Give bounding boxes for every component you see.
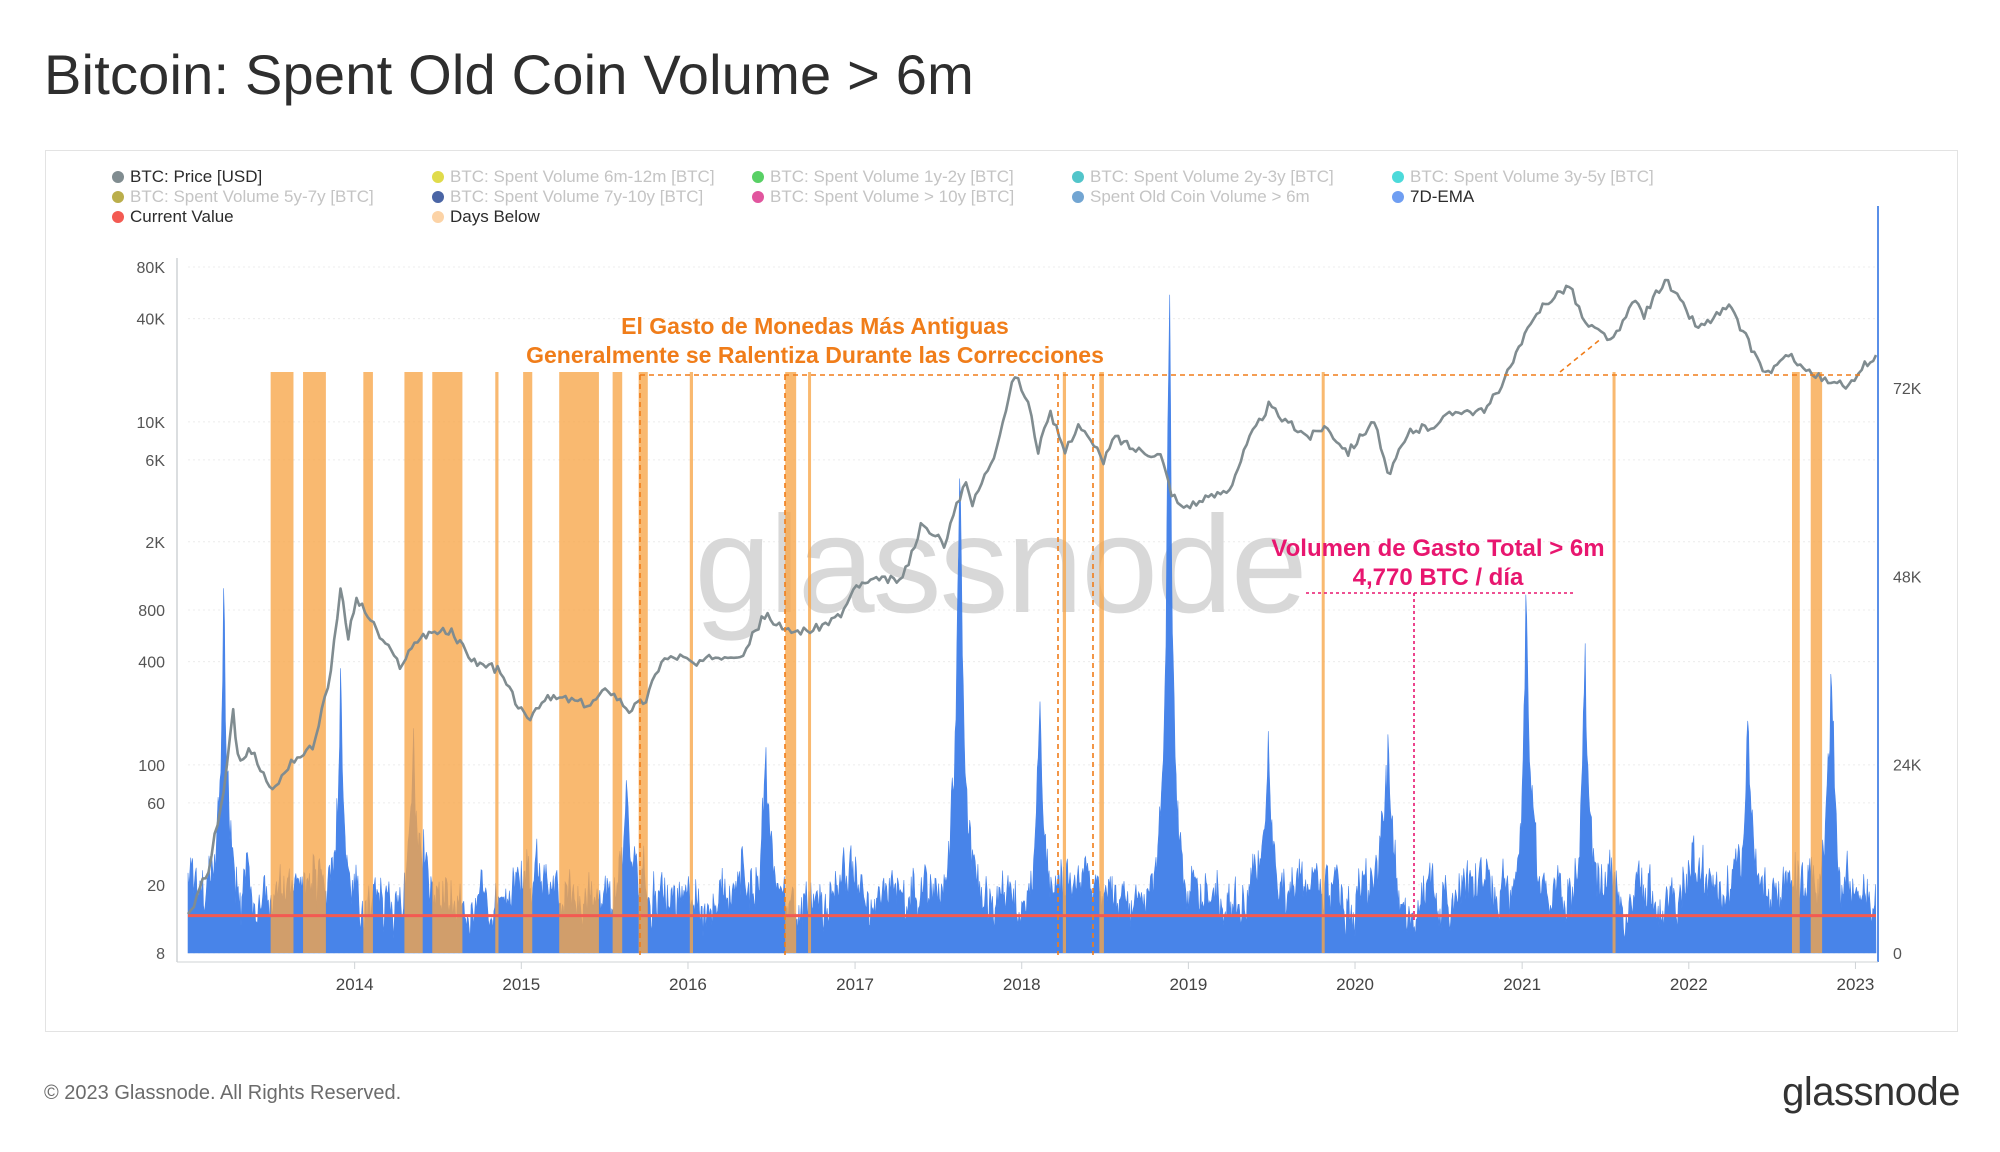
- legend-label: 7D-EMA: [1410, 187, 1475, 206]
- legend-dot-icon: [112, 211, 124, 223]
- x-tick-label: 2021: [1503, 975, 1541, 994]
- pink-annotation: Volumen de Gasto Total > 6m4,770 BTC / d…: [1271, 535, 1605, 920]
- days-below-band: [363, 372, 373, 953]
- days-below-band: [559, 372, 599, 953]
- orange-guide-diagonal: [1559, 337, 1603, 373]
- legend-dot-icon: [752, 191, 764, 203]
- left-tick-label: 6K: [145, 453, 165, 470]
- x-tick-label: 2020: [1336, 975, 1374, 994]
- days-below-band: [270, 372, 294, 953]
- days-below-band: [1791, 372, 1800, 953]
- legend-dot-icon: [1072, 171, 1084, 183]
- left-tick-label: 60: [147, 796, 165, 813]
- right-tick-label: 48K: [1893, 569, 1922, 586]
- page-title: Bitcoin: Spent Old Coin Volume > 6m: [44, 43, 974, 106]
- days-below-band: [1062, 372, 1067, 953]
- price-line: [186, 278, 1878, 915]
- legend-label: BTC: Spent Volume > 10y [BTC]: [770, 187, 1015, 206]
- legend-item-11[interactable]: Days Below: [432, 207, 540, 227]
- days-below-band: [1612, 372, 1616, 953]
- legend-item-0[interactable]: BTC: Price [USD]: [112, 167, 262, 187]
- legend-dot-icon: [1392, 171, 1404, 183]
- legend-dot-icon: [432, 211, 444, 223]
- legend-item-3[interactable]: BTC: Spent Volume 2y-3y [BTC]: [1072, 167, 1334, 187]
- left-axis-ticks: 8 20 60 100 400 800 2K 6K 10K 40K 80K: [137, 260, 166, 963]
- right-tick-label: 72K: [1893, 381, 1922, 398]
- left-tick-label: 800: [138, 603, 165, 620]
- glassnode-logo[interactable]: glassnode: [1782, 1070, 1960, 1114]
- x-axis-ticks: 2014 2015 2016 2017 2018 2019 2020 2021 2022 2023: [336, 962, 1875, 994]
- legend-item-1[interactable]: BTC: Spent Volume 6m-12m [BTC]: [432, 167, 715, 187]
- days-below-band: [1810, 372, 1823, 953]
- right-tick-label: 24K: [1893, 758, 1922, 775]
- legend-dot-icon: [1392, 191, 1404, 203]
- x-tick-label: 2019: [1169, 975, 1207, 994]
- days-below-band: [495, 372, 499, 953]
- legend-dot-icon: [112, 191, 124, 203]
- left-tick-label: 400: [138, 655, 165, 672]
- x-tick-label: 2016: [669, 975, 707, 994]
- legend-label: Days Below: [450, 207, 540, 226]
- pink-annotation-line2: 4,770 BTC / día: [1353, 564, 1524, 591]
- legend-dot-icon: [432, 171, 444, 183]
- legend-dot-icon: [432, 191, 444, 203]
- legend-item-4[interactable]: BTC: Spent Volume 3y-5y [BTC]: [1392, 167, 1654, 187]
- watermark: glassnode: [694, 488, 1305, 642]
- days-below-band: [612, 372, 623, 953]
- legend-label: Spent Old Coin Volume > 6m: [1090, 187, 1310, 206]
- footer-copyright: © 2023 Glassnode. All Rights Reserved.: [44, 1082, 402, 1104]
- chart-legend: BTC: Price [USD] BTC: Spent Volume 6m-12m…: [112, 167, 1812, 229]
- pink-annotation-line1: Volumen de Gasto Total > 6m: [1271, 535, 1604, 562]
- days-below-band: [638, 372, 648, 953]
- orange-annotation: El Gasto de Monedas Más Antiguas Generalm…: [526, 313, 1860, 955]
- right-axis-ticks: 0 24K 48K 72K: [1893, 381, 1922, 963]
- legend-label: BTC: Spent Volume 7y-10y [BTC]: [450, 187, 704, 206]
- days-below-band: [808, 372, 812, 953]
- x-tick-label: 2018: [1003, 975, 1041, 994]
- left-tick-label: 20: [147, 878, 165, 895]
- legend-item-7[interactable]: BTC: Spent Volume > 10y [BTC]: [752, 187, 1014, 207]
- legend-item-5[interactable]: BTC: Spent Volume 5y-7y [BTC]: [112, 187, 374, 207]
- legend-label: BTC: Spent Volume 6m-12m [BTC]: [450, 167, 715, 186]
- x-tick-label: 2014: [336, 975, 374, 994]
- x-tick-label: 2017: [836, 975, 874, 994]
- legend-item-6[interactable]: BTC: Spent Volume 7y-10y [BTC]: [432, 187, 703, 207]
- legend-label: BTC: Spent Volume 3y-5y [BTC]: [1410, 167, 1654, 186]
- days-below-band: [404, 372, 423, 953]
- days-below-band: [1321, 372, 1325, 953]
- days-below-band: [432, 372, 463, 953]
- left-tick-label: 40K: [137, 312, 166, 329]
- orange-annotation-line1: El Gasto de Monedas Más Antiguas: [621, 313, 1009, 339]
- legend-label: BTC: Spent Volume 5y-7y [BTC]: [130, 187, 374, 206]
- legend-item-2[interactable]: BTC: Spent Volume 1y-2y [BTC]: [752, 167, 1014, 187]
- days-below-band: [785, 372, 797, 953]
- days-below-band: [523, 372, 533, 953]
- legend-item-9[interactable]: 7D-EMA: [1392, 187, 1474, 207]
- legend-item-8[interactable]: Spent Old Coin Volume > 6m: [1072, 187, 1310, 207]
- left-tick-label: 80K: [137, 260, 166, 277]
- left-tick-label: 10K: [137, 415, 166, 432]
- x-tick-label: 2023: [1837, 975, 1875, 994]
- x-tick-label: 2015: [502, 975, 540, 994]
- days-below-bands: [270, 372, 1823, 953]
- left-tick-label: 8: [156, 946, 165, 963]
- days-below-band: [1099, 372, 1104, 953]
- legend-label: BTC: Price [USD]: [130, 167, 263, 186]
- legend-label: Current Value: [130, 207, 234, 226]
- left-tick-label: 100: [138, 758, 165, 775]
- legend-dot-icon: [752, 171, 764, 183]
- ema-volume-area: [187, 294, 1877, 954]
- right-tick-label: 0: [1893, 946, 1902, 963]
- orange-annotation-line2: Generalmente se Ralentiza Durante las Co…: [526, 342, 1104, 368]
- left-tick-label: 2K: [145, 535, 165, 552]
- x-tick-label: 2022: [1670, 975, 1708, 994]
- legend-dot-icon: [1072, 191, 1084, 203]
- days-below-band: [303, 372, 326, 953]
- legend-item-10[interactable]: Current Value: [112, 207, 234, 227]
- legend-dot-icon: [112, 171, 124, 183]
- legend-label: BTC: Spent Volume 2y-3y [BTC]: [1090, 167, 1334, 186]
- legend-label: BTC: Spent Volume 1y-2y [BTC]: [770, 167, 1014, 186]
